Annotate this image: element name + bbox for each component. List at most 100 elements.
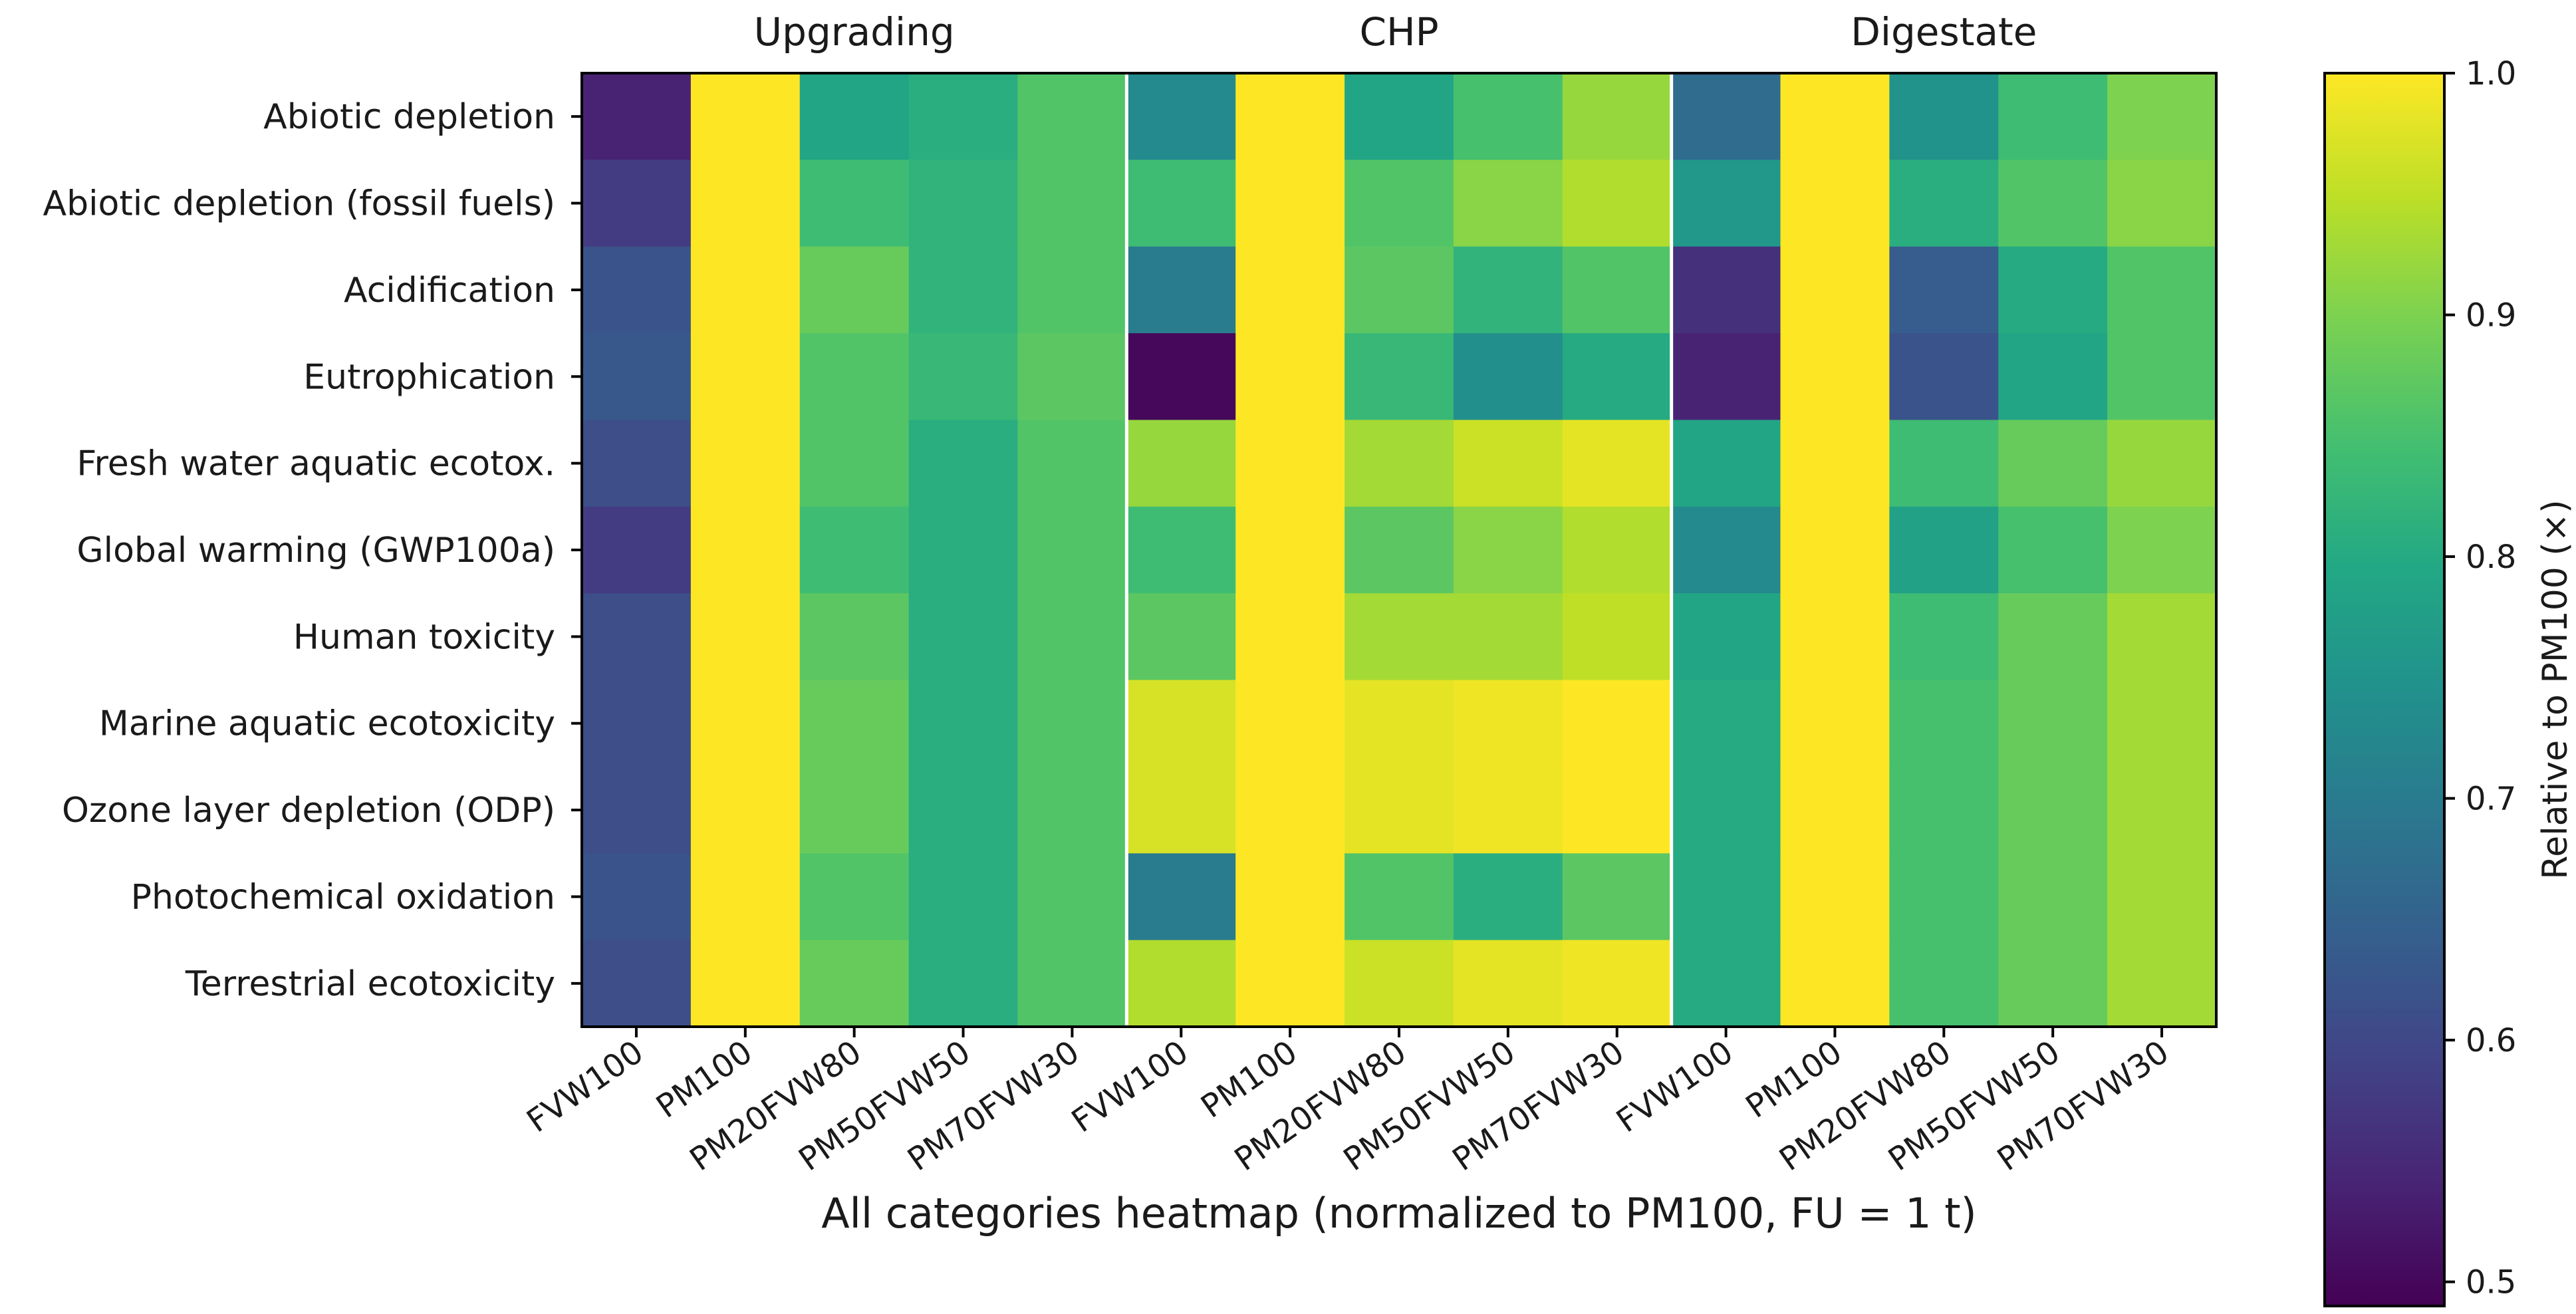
heatmap-cell (1345, 73, 1454, 160)
row-label: Ozone layer depletion (ODP) (62, 791, 555, 831)
heatmap-cell (1235, 420, 1345, 507)
heatmap-cell (1126, 506, 1236, 594)
heatmap-cell (1345, 766, 1454, 854)
heatmap-cell (1126, 73, 1236, 160)
heatmap-cell (690, 420, 801, 507)
colorbar-tick-label: 0.7 (2466, 781, 2516, 818)
row-label: Eutrophication (303, 357, 555, 397)
heatmap-cell (1998, 506, 2108, 594)
heatmap-cell (1780, 940, 1890, 1027)
heatmap-cell (582, 420, 692, 507)
heatmap-cell (1126, 420, 1236, 507)
heatmap-cell (1017, 420, 1127, 507)
heatmap-cell (1889, 766, 1999, 854)
heatmap-cell (1235, 160, 1345, 247)
heatmap-cell (582, 766, 692, 854)
heatmap-cell (690, 940, 801, 1027)
heatmap-cell (690, 680, 801, 767)
heatmap-cell (1017, 333, 1127, 421)
heatmap-cell (1345, 506, 1454, 594)
heatmap-cell (1017, 766, 1127, 854)
heatmap-cell (1562, 766, 1672, 854)
colorbar-tick-label: 0.8 (2466, 539, 2516, 576)
heatmap-cell (1453, 420, 1563, 507)
heatmap-cell (1780, 420, 1890, 507)
x-axis-label: All categories heatmap (normalized to PM… (821, 1189, 1977, 1238)
heatmap-cell (1562, 506, 1672, 594)
colorbar-tick-label: 0.9 (2466, 297, 2516, 334)
heatmap-cell (1998, 160, 2108, 247)
heatmap-cell (908, 246, 1019, 334)
heatmap-cell (1671, 73, 1781, 160)
heatmap-cell (1235, 593, 1345, 681)
heatmap-cell (1235, 766, 1345, 854)
heatmap-cell (2107, 940, 2217, 1027)
heatmap-cell (1235, 73, 1345, 160)
heatmap-cell (1889, 333, 1999, 421)
colorbar-tick-label: 0.5 (2466, 1264, 2516, 1301)
heatmap-cell (799, 853, 910, 941)
heatmap-cell (1017, 593, 1127, 681)
heatmap-cell (799, 940, 910, 1027)
heatmap-cell (799, 593, 910, 681)
heatmap-cell (1889, 246, 1999, 334)
heatmap-cell (1453, 940, 1563, 1027)
heatmap-cell (1889, 506, 1999, 594)
heatmap-cell (799, 73, 910, 160)
heatmap-cell (908, 766, 1019, 854)
heatmap-cell (1017, 853, 1127, 941)
heatmap-cell (1998, 940, 2108, 1027)
group-title: CHP (1359, 9, 1438, 55)
heatmap-cell (2107, 73, 2217, 160)
heatmap-cell (1345, 853, 1454, 941)
heatmap-cell (2107, 506, 2217, 594)
heatmap-cell (1562, 246, 1672, 334)
heatmap-cell (2107, 680, 2217, 767)
heatmap-cell (1780, 73, 1890, 160)
heatmap-cell (1126, 333, 1236, 421)
heatmap-cell (690, 73, 801, 160)
heatmap-cell (690, 246, 801, 334)
heatmap-cell (908, 73, 1019, 160)
heatmap-cell (1126, 246, 1236, 334)
heatmap-cell (1889, 680, 1999, 767)
heatmap-cell (690, 506, 801, 594)
heatmap-cell (2107, 160, 2217, 247)
heatmap-cell (1998, 680, 2108, 767)
row-label: Human toxicity (293, 617, 555, 657)
heatmap-cell (1998, 853, 2108, 941)
heatmap-cell (1889, 853, 1999, 941)
heatmap-cell (799, 766, 910, 854)
heatmap-cell (1235, 246, 1345, 334)
group-title: Upgrading (754, 9, 955, 55)
colorbar (2323, 72, 2446, 1307)
heatmap-cell (1562, 333, 1672, 421)
heatmap-cell (1345, 593, 1454, 681)
heatmap-cell (799, 160, 910, 247)
heatmap-cell (1017, 680, 1127, 767)
heatmap-cell (908, 680, 1019, 767)
heatmap-cell (582, 680, 692, 767)
heatmap-cell (1562, 680, 1672, 767)
heatmap-cell (2107, 853, 2217, 941)
heatmap-cell (1780, 853, 1890, 941)
heatmap-cell (908, 940, 1019, 1027)
heatmap-cell (1998, 766, 2108, 854)
heatmap-cell (1998, 420, 2108, 507)
heatmap-cell (582, 593, 692, 681)
group-separators (1124, 73, 1674, 1027)
heatmap-cell (1017, 160, 1127, 247)
row-label: Terrestrial ecotoxicity (185, 964, 555, 1004)
heatmap-cell (2107, 333, 2217, 421)
heatmap-cell (2107, 246, 2217, 334)
heatmap-cell (1235, 853, 1345, 941)
colorbar-tick-label: 0.6 (2466, 1022, 2516, 1059)
row-label: Abiotic depletion (fossil fuels) (43, 184, 555, 224)
heatmap-cell (1562, 73, 1672, 160)
heatmap-cell (690, 766, 801, 854)
heatmap-cell (1671, 420, 1781, 507)
row-label: Abiotic depletion (263, 97, 555, 137)
heatmap-cell (1235, 333, 1345, 421)
heatmap-cell (1671, 940, 1781, 1027)
heatmap-cell (908, 506, 1019, 594)
